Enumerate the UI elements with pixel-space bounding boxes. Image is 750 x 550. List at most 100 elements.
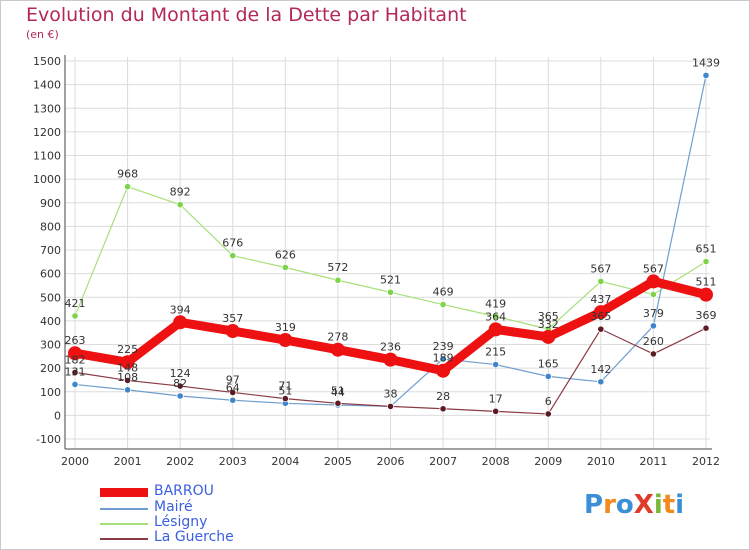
y-tick-label: 600 xyxy=(40,268,61,281)
data-label: 357 xyxy=(222,312,243,325)
y-tick-label: 900 xyxy=(40,197,61,210)
y-tick-label: 1200 xyxy=(33,126,61,139)
data-point xyxy=(699,287,713,302)
data-label: 215 xyxy=(485,346,506,359)
y-tick-label: 1000 xyxy=(33,173,61,186)
x-tick-label: 2003 xyxy=(219,455,247,468)
data-point xyxy=(123,183,132,191)
logo-letter: i xyxy=(675,490,685,520)
data-point xyxy=(544,410,552,418)
data-point xyxy=(123,376,132,385)
data-label: 44 xyxy=(331,386,345,399)
chart-title: Evolution du Montant de la Dette par Hab… xyxy=(26,4,467,26)
data-point xyxy=(439,300,447,309)
data-label: 236 xyxy=(380,341,401,354)
data-label: 97 xyxy=(226,373,240,386)
legend-item-barrou: BARROU xyxy=(100,483,340,501)
data-point xyxy=(281,395,289,403)
legend-swatch-lesigny xyxy=(100,523,148,525)
y-tick-label: 300 xyxy=(40,339,61,352)
data-point xyxy=(278,333,293,348)
logo-letter: r xyxy=(603,490,616,520)
legend-item-lesigny: Lésigny xyxy=(100,514,340,532)
data-label: 148 xyxy=(117,361,138,374)
data-label: 182 xyxy=(65,353,86,366)
data-point xyxy=(597,325,605,333)
data-label: 142 xyxy=(590,363,611,376)
data-point xyxy=(439,355,447,363)
data-label: 38 xyxy=(384,387,398,400)
y-tick-label: 800 xyxy=(40,220,61,233)
y-tick-label: -100 xyxy=(36,433,61,446)
x-tick-label: 2010 xyxy=(587,455,615,468)
data-point xyxy=(229,396,237,404)
data-point xyxy=(225,324,240,339)
data-label: 364 xyxy=(485,310,506,323)
data-point xyxy=(334,276,342,284)
data-label: 260 xyxy=(643,335,664,348)
data-point xyxy=(176,382,184,390)
data-point xyxy=(176,201,184,209)
x-tick-label: 2011 xyxy=(639,455,667,468)
data-label: 365 xyxy=(590,310,611,323)
data-label: 82 xyxy=(173,377,187,390)
legend-swatch-maire xyxy=(100,508,148,510)
data-label: 64 xyxy=(226,381,240,394)
legend-label-maire: Mairé xyxy=(154,499,193,515)
y-tick-label: 1300 xyxy=(33,102,61,115)
x-tick-label: 2012 xyxy=(692,455,720,468)
data-point xyxy=(71,312,79,320)
x-tick-label: 2002 xyxy=(166,455,194,468)
data-point xyxy=(702,324,710,332)
y-tick-label: 700 xyxy=(40,244,61,257)
data-label: 225 xyxy=(117,343,138,356)
data-point xyxy=(492,312,500,320)
data-label: 131 xyxy=(65,365,86,378)
x-tick-label: 2001 xyxy=(114,455,142,468)
data-label: 365 xyxy=(538,310,559,323)
data-point xyxy=(439,405,447,413)
data-point xyxy=(488,322,503,337)
data-label: 51 xyxy=(278,384,292,397)
chart-legend: BARROU Mairé Lésigny La Guerche xyxy=(100,483,320,549)
data-point xyxy=(68,346,82,361)
data-label: 676 xyxy=(222,237,243,250)
data-label: 521 xyxy=(380,273,401,286)
x-tick-label: 2000 xyxy=(61,455,89,468)
data-label: 71 xyxy=(278,380,292,393)
x-tick-label: 2006 xyxy=(377,455,405,468)
data-point xyxy=(71,368,79,376)
data-point xyxy=(123,386,132,394)
data-point xyxy=(597,378,605,386)
data-point xyxy=(492,360,500,369)
x-tick-label: 2007 xyxy=(429,455,457,468)
data-label: 419 xyxy=(485,297,506,310)
data-point xyxy=(176,392,184,400)
data-point xyxy=(229,388,237,397)
data-label: 626 xyxy=(275,248,296,261)
data-point xyxy=(593,305,608,320)
logo-letter: P xyxy=(584,490,604,520)
data-point xyxy=(229,252,237,260)
data-label: 278 xyxy=(327,331,348,344)
data-label: 469 xyxy=(433,286,454,299)
data-point xyxy=(386,288,395,296)
data-label: 1439 xyxy=(692,56,720,69)
data-point xyxy=(649,290,658,299)
data-label: 651 xyxy=(696,243,717,256)
x-tick-label: 2005 xyxy=(324,455,352,468)
data-point xyxy=(541,329,556,344)
data-point xyxy=(383,352,398,367)
y-tick-label: 200 xyxy=(40,362,61,375)
logo-letter: t xyxy=(662,490,676,520)
data-label: 511 xyxy=(696,276,717,289)
data-label: 239 xyxy=(433,340,454,353)
legend-label-la-guerche: La Guerche xyxy=(154,529,234,545)
data-label: 567 xyxy=(643,262,664,275)
data-point xyxy=(492,407,500,415)
data-label: 189 xyxy=(433,352,454,365)
y-tick-label: 100 xyxy=(40,386,61,399)
legend-item-maire: Mairé xyxy=(100,499,340,517)
legend-item-la-guerche: La Guerche xyxy=(100,529,340,547)
